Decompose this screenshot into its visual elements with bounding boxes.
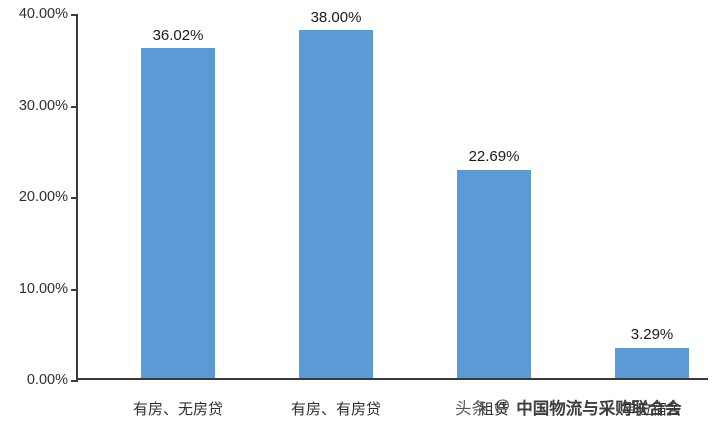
y-tick-label: 30.00% xyxy=(18,97,68,114)
y-tick-label: 20.00% xyxy=(18,189,68,205)
x-category-label: 单位宿舍 xyxy=(621,401,683,418)
at-icon: @ xyxy=(494,398,511,415)
y-tick-mark xyxy=(71,14,78,16)
bar-series-item xyxy=(457,170,531,378)
bar-value-label: 36.02% xyxy=(152,26,204,44)
y-tick-mark xyxy=(71,288,78,291)
x-category-label: 租赁 xyxy=(478,401,510,418)
y-tick-label: 10.00% xyxy=(18,280,68,297)
watermark: 头条 @ 中国物流与采购联合会 xyxy=(455,395,681,419)
watermark-account-name: 中国物流与采购联合会 xyxy=(516,400,682,418)
y-tick-label: 40.00% xyxy=(18,6,68,22)
bar-value-label: 3.29% xyxy=(630,326,674,343)
bar-value-label: 38.00% xyxy=(310,8,362,26)
y-tick-mark xyxy=(71,105,78,108)
y-tick-mark xyxy=(71,197,78,199)
bar-series-item xyxy=(615,347,689,378)
bar-series-item xyxy=(299,30,373,378)
bar-value-label: 22.69% xyxy=(468,148,520,166)
x-category-label: 有房、无房贷 xyxy=(132,401,224,418)
y-tick-mark xyxy=(71,380,78,382)
x-category-label: 有房、有房贷 xyxy=(290,401,382,418)
watermark-source-label: 头条 xyxy=(455,400,488,418)
plot-area: 36.02% 38.00% 22.69% 3.29% 有房、无房贷 有房、有房贷… xyxy=(71,9,708,418)
y-tick-label: 0.00% xyxy=(26,372,68,388)
bar-series-item xyxy=(141,48,215,378)
